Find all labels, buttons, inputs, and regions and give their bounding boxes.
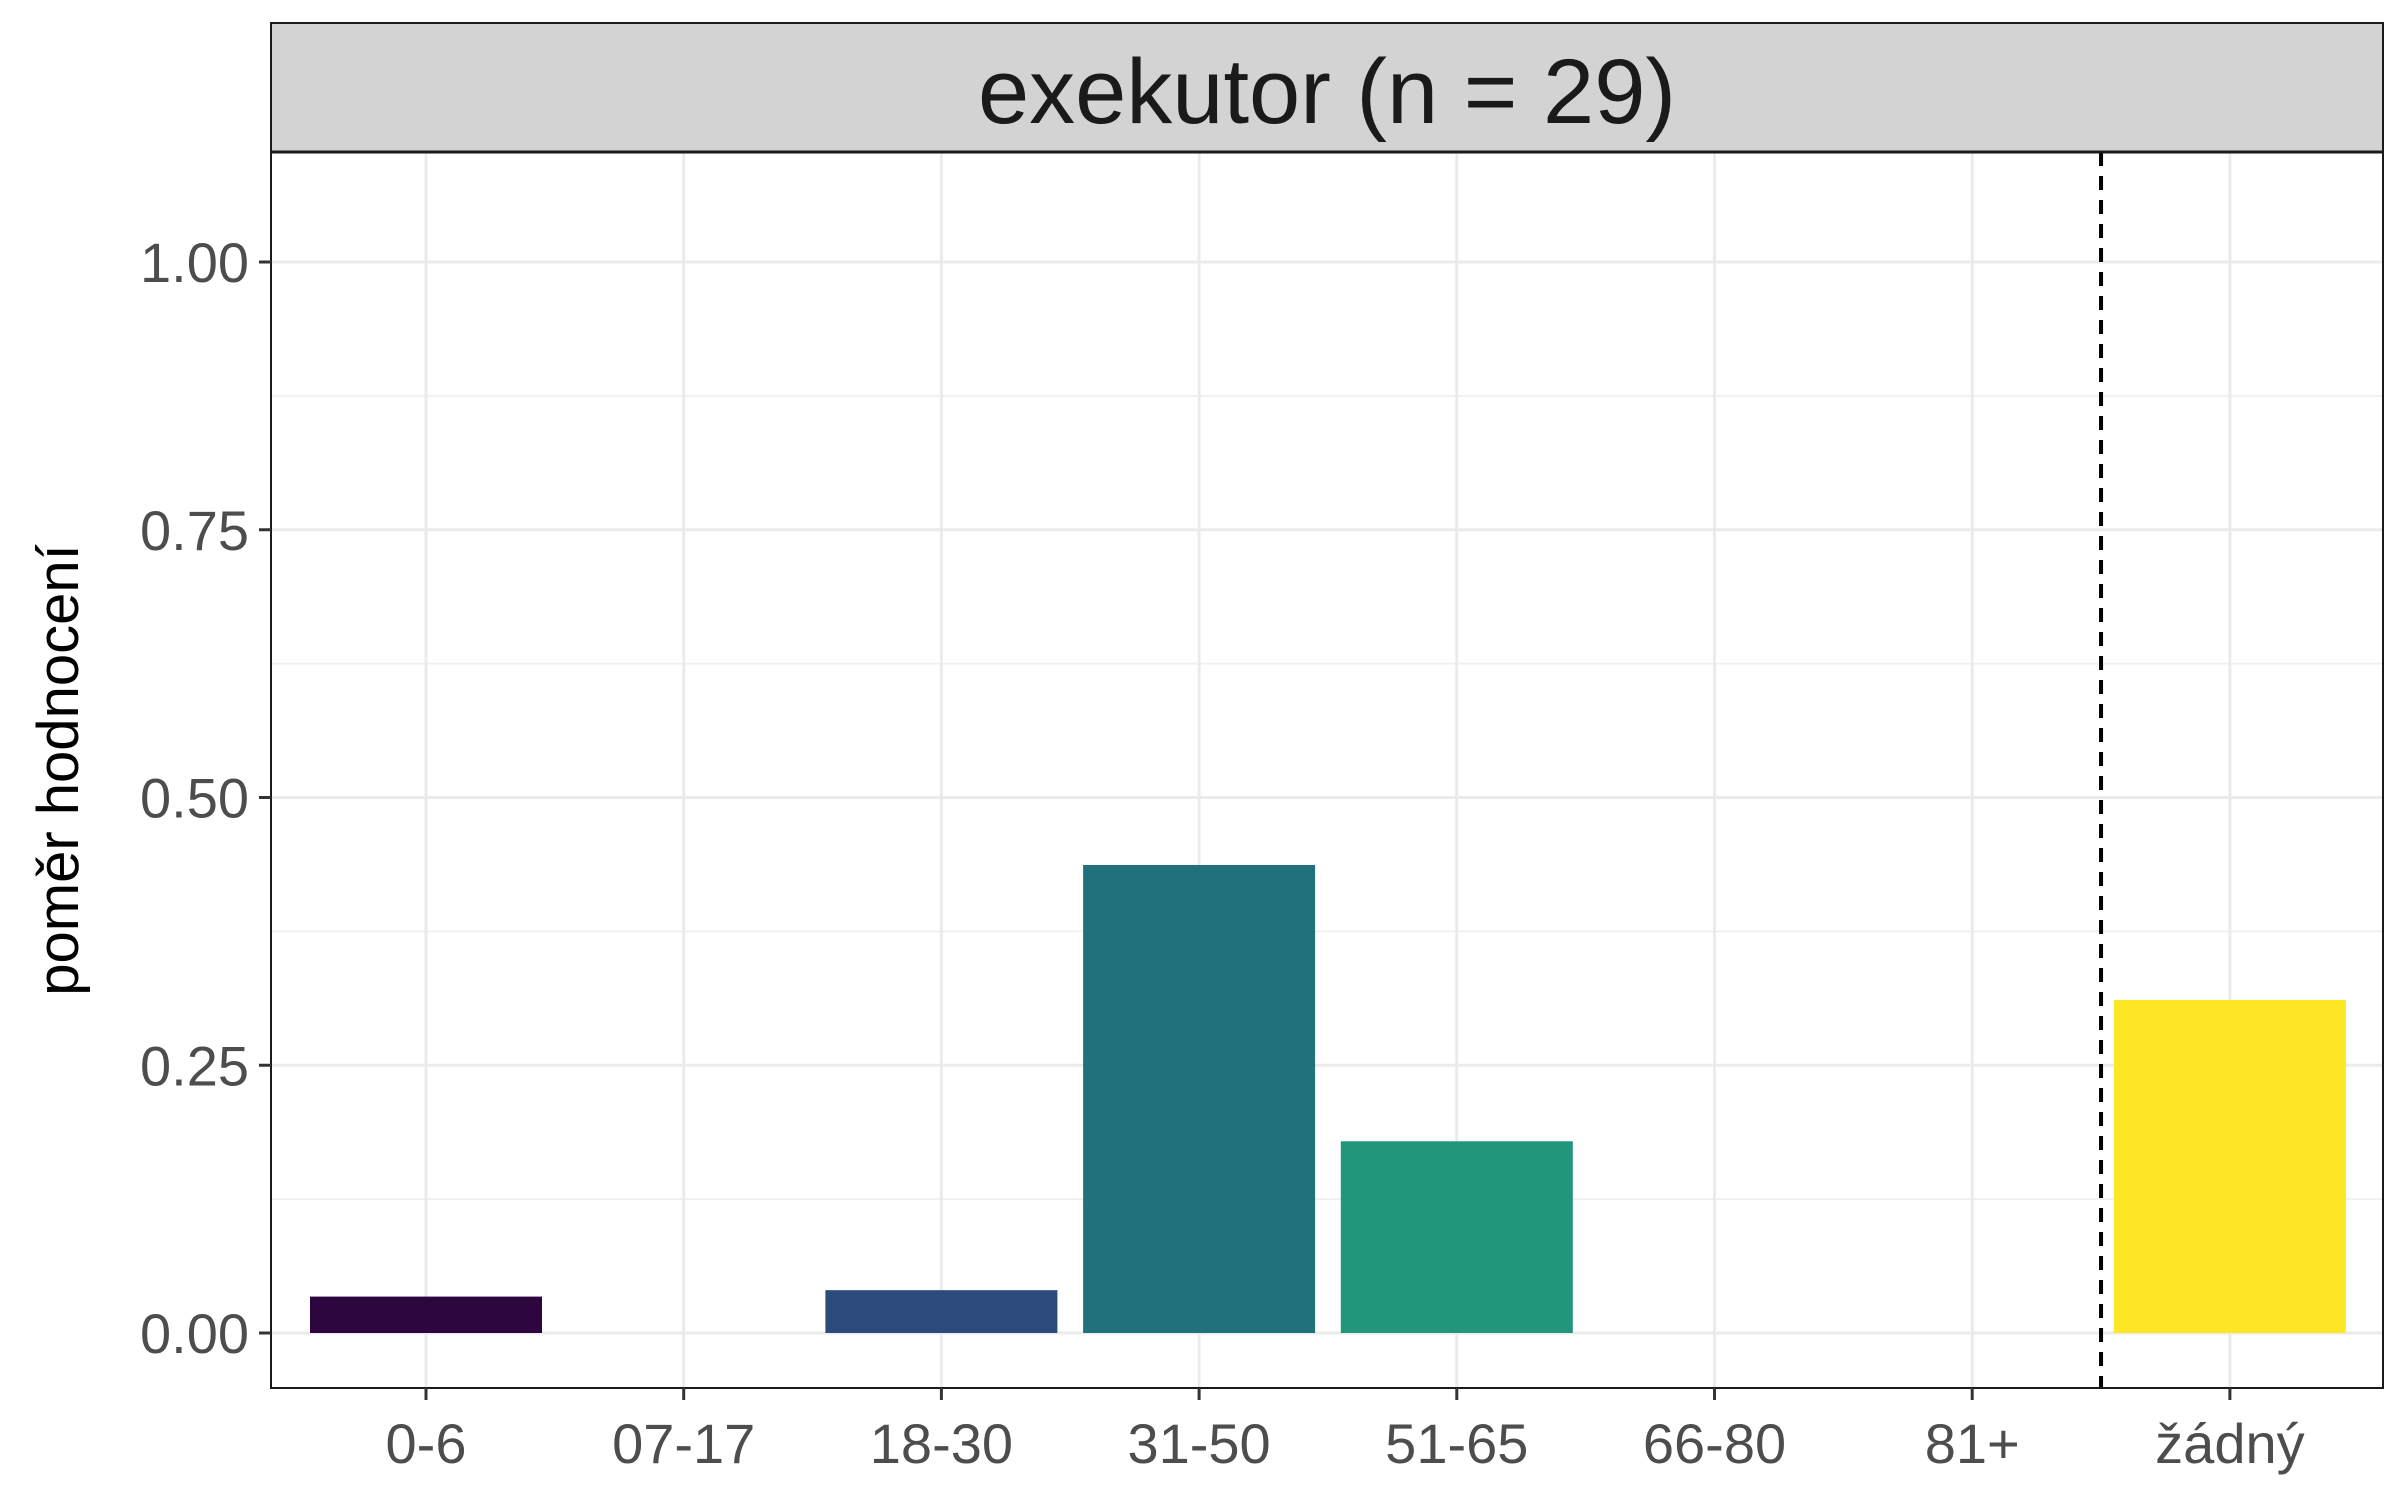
x-tick-label: žádný: [2155, 1412, 2304, 1475]
y-axis: 0.00 0.25 0.50 0.75 1.00: [140, 231, 271, 1365]
x-tick-label: 51-65: [1385, 1412, 1528, 1475]
x-tick-label: 0-6: [386, 1412, 467, 1475]
y-tick-label: 0.50: [140, 767, 249, 830]
bars: [310, 864, 2346, 1333]
y-tick-label: 1.00: [140, 231, 249, 294]
x-tick-label: 31-50: [1127, 1412, 1270, 1475]
x-tick-label: 07-17: [612, 1412, 755, 1475]
bar-0-6: [310, 1296, 542, 1333]
y-tick-label: 0.25: [140, 1034, 249, 1097]
bar-18-30: [825, 1290, 1058, 1333]
plot-panel: [271, 152, 2383, 1388]
grid-minor: [271, 394, 2383, 1201]
y-tick-label: 0.00: [140, 1302, 249, 1365]
grid-major: [271, 152, 2383, 1388]
y-axis-title: poměr hodnocení: [26, 544, 91, 995]
bar-51-65: [1340, 1141, 1573, 1333]
x-tick-label: 66-80: [1643, 1412, 1786, 1475]
facet-strip: [270, 22, 2384, 153]
bar-žádný: [2113, 999, 2346, 1333]
x-axis: 0-6 07-17 18-30 31-50 51-65 66-80 81+ žádný: [386, 1388, 2305, 1475]
y-tick-label: 0.75: [140, 499, 249, 562]
facet-strip-title: exekutor (n = 29): [978, 41, 1676, 143]
bar-31-50: [1083, 864, 1316, 1333]
x-tick-label: 81+: [1925, 1412, 2020, 1475]
x-tick-label: 18-30: [870, 1412, 1013, 1475]
